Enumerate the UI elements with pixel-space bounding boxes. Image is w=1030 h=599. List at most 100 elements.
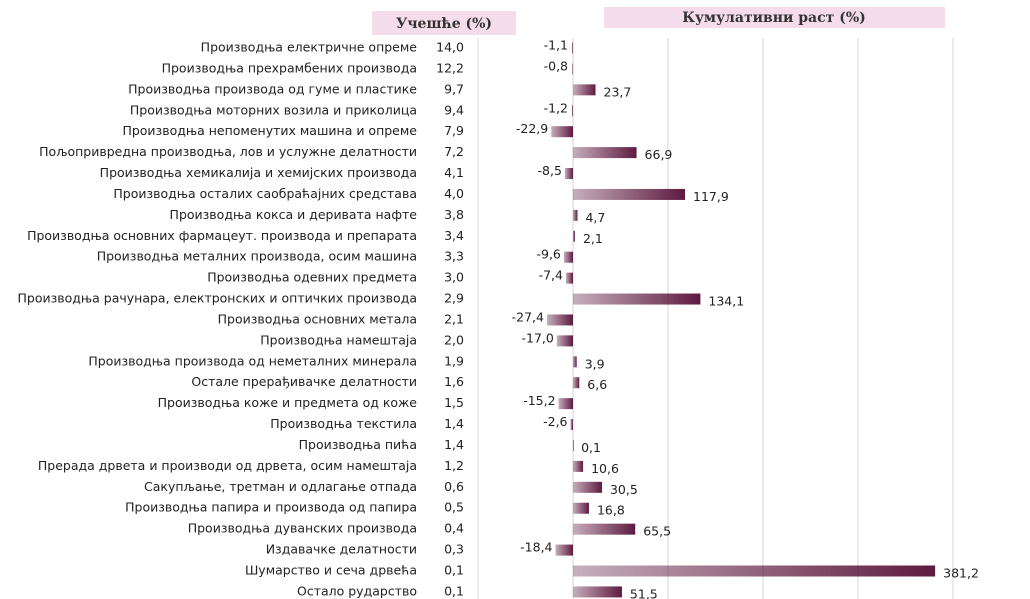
value-label: 4,7 xyxy=(585,210,605,225)
share-value: 1,2 xyxy=(444,458,464,473)
value-label: -8,5 xyxy=(538,163,562,178)
category-label: Производња металних производа, осим маши… xyxy=(97,249,417,264)
share-value: 3,3 xyxy=(444,249,464,264)
category-label: Остале прерађивачке делатности xyxy=(191,374,417,389)
value-label: 134,1 xyxy=(708,294,744,309)
value-label: -22,9 xyxy=(516,121,548,136)
category-label: Производња коже и предмета од коже xyxy=(158,395,418,410)
category-label: Прерада дрвета и производи од дрвета, ос… xyxy=(38,458,417,473)
bar xyxy=(573,565,936,577)
bar xyxy=(573,523,636,535)
share-value: 2,1 xyxy=(444,311,464,326)
bar xyxy=(564,168,573,180)
bar xyxy=(573,481,602,493)
value-label: -1,1 xyxy=(544,38,568,53)
bar xyxy=(573,293,701,305)
share-value: 2,9 xyxy=(444,291,464,306)
category-label: Производња електричне опреме xyxy=(201,40,418,55)
share-value: 1,6 xyxy=(444,374,464,389)
share-value: 0,4 xyxy=(444,521,464,536)
value-label: 2,1 xyxy=(583,231,603,246)
category-label: Производња папира и производа од папира xyxy=(125,500,417,515)
category-label: Производња производа од гуме и пластике xyxy=(128,81,417,96)
category-label: Производња прехрамбених производа xyxy=(162,60,417,75)
bar xyxy=(573,356,577,368)
value-label: 6,6 xyxy=(587,377,607,392)
share-value: 1,9 xyxy=(444,353,464,368)
share-value: 7,2 xyxy=(444,144,464,159)
share-value: 3,4 xyxy=(444,228,464,243)
value-label: -9,6 xyxy=(536,247,560,262)
value-label: -0,8 xyxy=(544,58,568,73)
bar xyxy=(565,272,573,284)
share-value: 0,3 xyxy=(444,542,464,557)
share-header-box xyxy=(372,11,516,35)
bar xyxy=(573,377,580,389)
share-value: 1,4 xyxy=(444,416,464,431)
share-value: 14,0 xyxy=(436,40,464,55)
share-value: 1,5 xyxy=(444,395,464,410)
value-label: 3,9 xyxy=(585,356,605,371)
value-label: 51,5 xyxy=(630,586,658,599)
value-label: 381,2 xyxy=(943,566,979,581)
value-label: -18,4 xyxy=(520,540,552,555)
value-label: 30,5 xyxy=(610,482,638,497)
bar xyxy=(563,251,573,263)
share-value: 1,4 xyxy=(444,437,464,452)
bar xyxy=(546,314,573,326)
bar xyxy=(573,439,574,451)
bar xyxy=(573,460,584,472)
share-value: 9,4 xyxy=(444,102,464,117)
bar xyxy=(555,544,573,556)
category-label: Остало рударство xyxy=(297,583,417,598)
value-label: 66,9 xyxy=(645,147,673,162)
share-value: 3,8 xyxy=(444,207,464,222)
value-label: 65,5 xyxy=(643,524,671,539)
share-value: 0,6 xyxy=(444,479,464,494)
category-label: Производња кокса и деривата нафте xyxy=(170,207,418,222)
value-label: 23,7 xyxy=(604,84,632,99)
share-value: 4,0 xyxy=(444,186,464,201)
category-label: Производња основних фармацеут. производа… xyxy=(27,228,417,243)
share-value: 0,1 xyxy=(444,563,464,578)
category-label: Производња дуванских производа xyxy=(188,521,417,536)
bar xyxy=(573,586,622,598)
bar xyxy=(571,42,573,54)
category-label: Производња текстила xyxy=(270,416,417,431)
category-label: Пољопривредна производња, лов и услужне … xyxy=(39,144,417,159)
category-label: Производња непоменутих машина и опреме xyxy=(122,123,417,138)
category-label: Производња одевних предмета xyxy=(207,270,417,285)
bar xyxy=(551,126,573,138)
category-label: Сакупљање, третман и одлагање отпада xyxy=(144,479,417,494)
bar xyxy=(571,105,573,117)
share-value: 2,0 xyxy=(444,332,464,347)
value-label: -1,2 xyxy=(544,100,568,115)
growth-header: Кумулативни раст (%) xyxy=(682,10,866,26)
share-value: 0,1 xyxy=(444,583,464,598)
value-label: -17,0 xyxy=(522,330,554,345)
category-label: Производња намештаја xyxy=(260,332,417,347)
bar xyxy=(573,147,637,159)
bar xyxy=(573,188,686,200)
value-label: 0,1 xyxy=(581,440,601,455)
bar xyxy=(556,335,573,347)
category-label: Производња производа од неметалних минер… xyxy=(88,353,417,368)
value-label: 117,9 xyxy=(693,189,729,204)
category-label: Издавачке делатности xyxy=(266,542,417,557)
category-label: Производња моторних возила и приколица xyxy=(130,102,417,117)
share-value: 3,0 xyxy=(444,270,464,285)
value-label: 16,8 xyxy=(597,503,625,518)
bar xyxy=(572,63,574,75)
value-label: -27,4 xyxy=(512,309,544,324)
bar xyxy=(573,84,596,96)
share-value: 12,2 xyxy=(436,60,464,75)
bar xyxy=(573,502,589,514)
value-label: -15,2 xyxy=(523,393,555,408)
value-label: -2,6 xyxy=(543,414,567,429)
bar xyxy=(558,398,573,410)
share-value: 7,9 xyxy=(444,123,464,138)
share-value: 9,7 xyxy=(444,81,464,96)
growth-header-box xyxy=(604,7,945,28)
category-label: Производња осталих саобраћајних средстав… xyxy=(113,186,417,201)
